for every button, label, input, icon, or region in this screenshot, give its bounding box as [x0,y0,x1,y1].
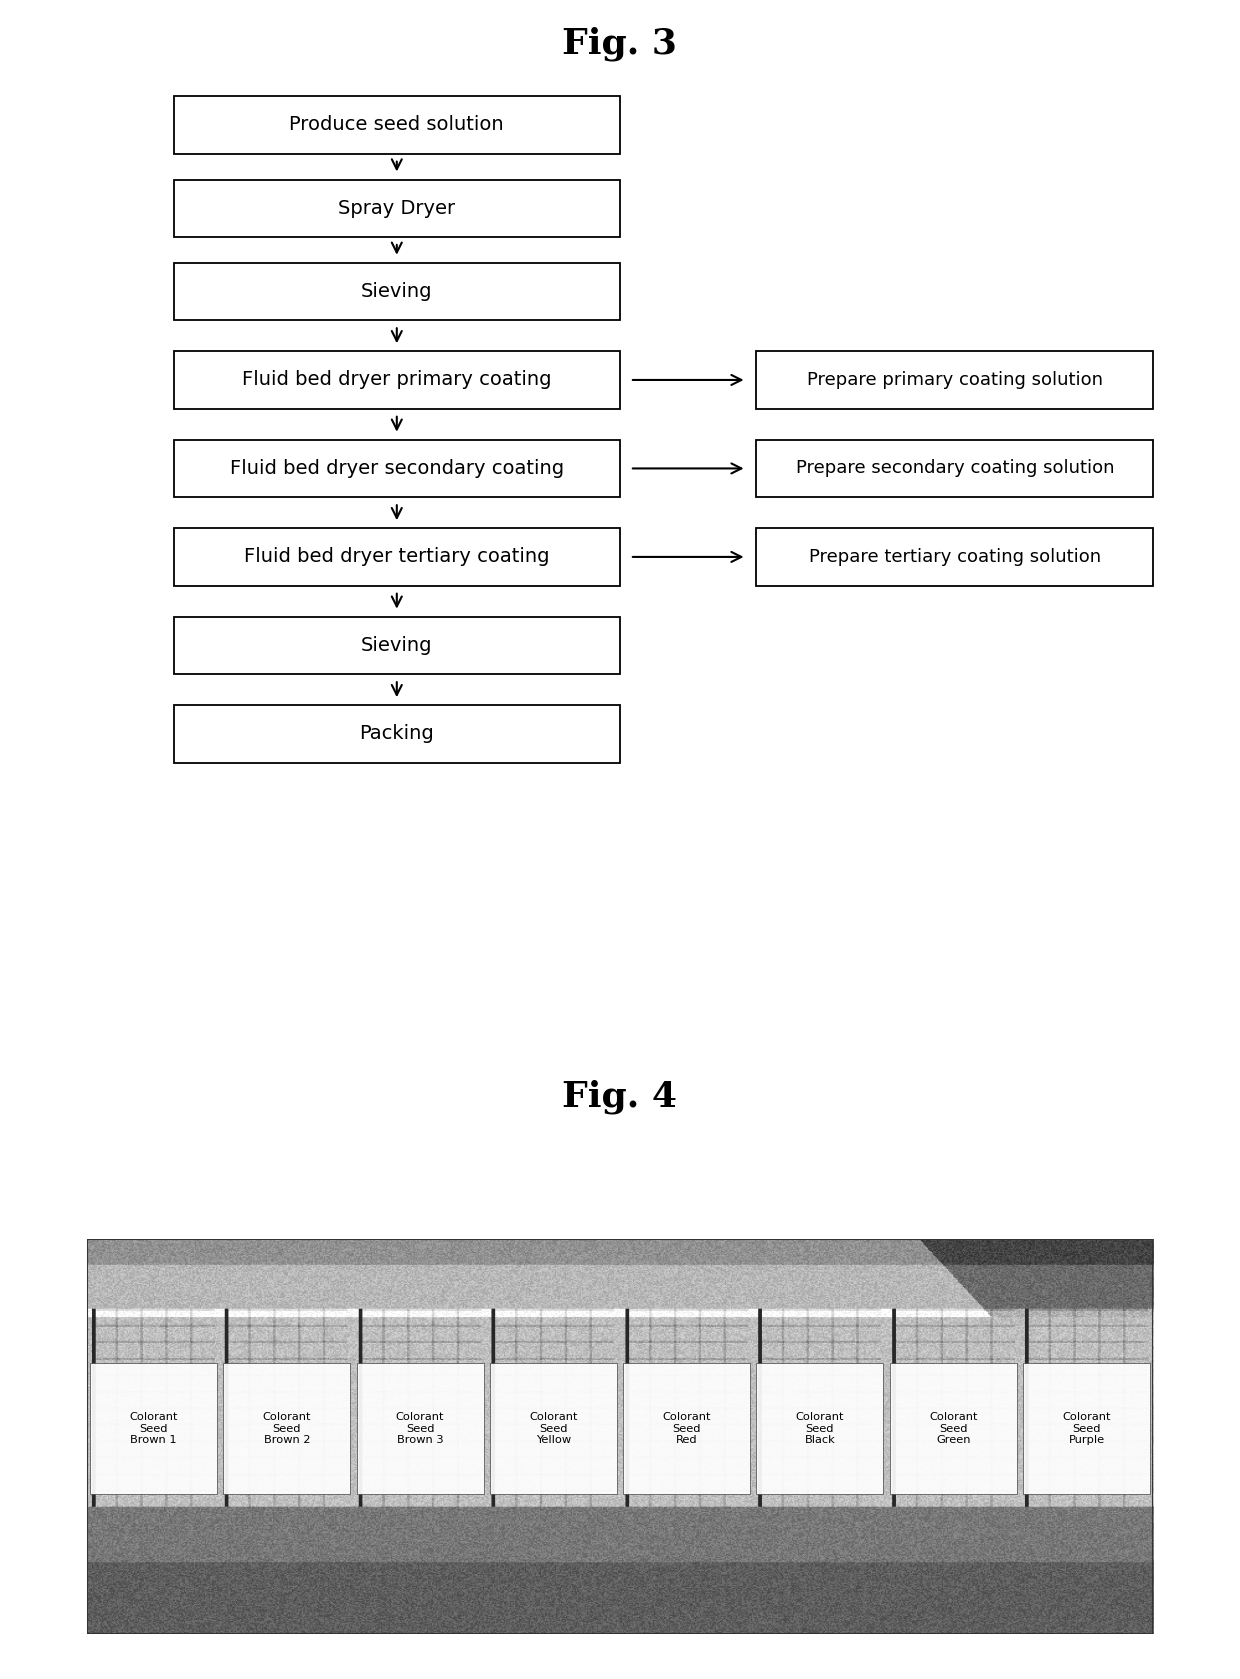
Bar [174,440,620,497]
Bar [174,264,620,321]
Bar [174,705,620,762]
Text: Prepare secondary coating solution: Prepare secondary coating solution [796,460,1114,477]
Bar [174,529,620,586]
Bar [174,351,620,408]
Bar [174,616,620,673]
Text: Fig. 4: Fig. 4 [563,1080,677,1113]
Text: Prepare tertiary coating solution: Prepare tertiary coating solution [808,547,1101,566]
Text: Fluid bed dryer primary coating: Fluid bed dryer primary coating [242,371,552,390]
Text: Prepare primary coating solution: Prepare primary coating solution [807,371,1102,390]
Bar [756,529,1153,586]
Bar [174,180,620,237]
Text: Packing: Packing [360,724,434,744]
Text: Sieving: Sieving [361,282,433,301]
Bar [756,440,1153,497]
Text: Sieving: Sieving [361,636,433,655]
Bar [174,96,620,153]
Text: Produce seed solution: Produce seed solution [289,116,505,134]
Text: Fluid bed dryer tertiary coating: Fluid bed dryer tertiary coating [244,547,549,566]
Text: Fig. 3: Fig. 3 [563,25,677,60]
Text: Spray Dryer: Spray Dryer [339,198,455,218]
Bar [756,351,1153,408]
Text: Fluid bed dryer secondary coating: Fluid bed dryer secondary coating [229,458,564,479]
